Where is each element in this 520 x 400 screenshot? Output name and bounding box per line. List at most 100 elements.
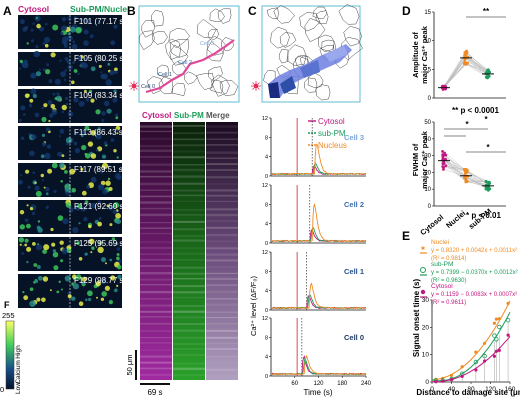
c-ytick: 0 [265, 241, 268, 247]
d-ytick: 0 [428, 204, 432, 210]
d-bot-note: * p < 0.01 [466, 211, 501, 220]
c-ytick: 12 [262, 316, 268, 322]
kymo-stripe [173, 214, 205, 216]
kymo-stripe [173, 138, 205, 141]
e-point [492, 321, 496, 325]
cell-outline [315, 10, 329, 24]
b-cell2-label: Cell 2 [178, 60, 192, 66]
e-legend-item: ✶ Nuclei y = 0.8320 + 0.0042x + 0.0011x² (R… [420, 239, 517, 262]
kymo-stripe [140, 175, 172, 178]
cell-outline [273, 5, 295, 24]
cell-2-fill [300, 60, 320, 78]
calcium-frame: F117 (89.51 s) [18, 162, 126, 197]
kymo-stripe [140, 232, 172, 235]
cell-outline [209, 8, 225, 22]
kymograph-subpm [173, 122, 205, 380]
paired-line [443, 162, 467, 182]
d-point [441, 150, 444, 153]
kymo-stripe [206, 163, 238, 165]
cell-outline [270, 26, 290, 49]
d-bot-sig-1: * [465, 120, 469, 129]
cell-outline [168, 27, 191, 49]
cell-outline [184, 71, 198, 85]
panel-a-header-cytosol: Cytosol [18, 4, 49, 14]
d-ytick: 15 [424, 10, 431, 16]
d-point [442, 168, 445, 171]
d-ytick: 40 [424, 137, 431, 143]
e-ytick: 0 [425, 379, 429, 386]
kymo-stripe [206, 189, 238, 192]
damage-site-icon [129, 81, 139, 91]
trace-line-nucleus [270, 282, 367, 310]
paired-line [465, 63, 489, 74]
kymo-stripe [173, 266, 205, 269]
e-fit-curve [431, 311, 511, 382]
d-cat-nuclei: Nuclei [444, 209, 467, 230]
e-legend: ✶ Nuclei y = 0.8320 + 0.0042x + 0.0011x² (R… [420, 239, 518, 306]
e-legend-item: sub-PM y = 0.7399 − 0.0370x + 0.0012x² (R²… [420, 261, 518, 284]
kymo-stripe [206, 311, 238, 314]
d-ytick: 0 [428, 96, 432, 102]
panel-c: C Cytosol sub-PM Nucleus 0 4 8 12 Cell 3 0 4 8 1… [248, 4, 372, 397]
kymo-stripe [173, 362, 205, 365]
kymo-stripe [206, 266, 238, 268]
trace-line-cytosol [270, 295, 367, 310]
paired-line [465, 170, 489, 182]
paired-line [443, 163, 467, 177]
cell-outline [141, 20, 155, 38]
kymo-stripe [140, 284, 172, 286]
panel-b: B Cell 3 Cell 2 Cell 1 Cell 0 Cytosol Su… [125, 4, 240, 397]
d-ytick: 10 [424, 39, 431, 45]
d-bot-ylabel-2: major Ca²⁺ peak [420, 130, 429, 189]
cell-outline-map [138, 5, 240, 103]
cell-outline [343, 26, 363, 47]
kymo-stripe [173, 200, 205, 202]
kymo-stripe [206, 247, 238, 250]
c-ytick: 8 [265, 202, 268, 208]
trace-line-sub-pm [270, 293, 366, 310]
kymo-stripe [173, 291, 205, 294]
kymo-stripe [173, 194, 205, 197]
kymo-stripe [206, 144, 238, 146]
cell-outline [217, 8, 232, 24]
kymo-stripe [140, 207, 172, 210]
kymo-stripe [206, 277, 238, 280]
c-ytick: 4 [265, 289, 268, 295]
kymo-stripe [173, 220, 205, 223]
kymo-stripe [173, 182, 205, 185]
frame-label: F129 (98.77 s) [74, 276, 126, 285]
kymo-stripe [140, 170, 172, 173]
cell-outline [208, 66, 223, 82]
paired-line [443, 152, 467, 178]
d-point [486, 69, 489, 73]
kymo-label-merge: Merge [206, 111, 230, 120]
paired-line [443, 155, 467, 181]
e-point [482, 353, 487, 359]
d-ytick: 10 [424, 187, 431, 193]
frame-label: F101 (77.17 s) [74, 17, 126, 26]
scale-label-distance: 50 μm [125, 355, 134, 376]
e-xtick: 40 [448, 386, 456, 393]
d-point [443, 157, 447, 161]
e-point [483, 341, 487, 345]
analysis-path [145, 39, 235, 94]
paired-line [443, 55, 467, 87]
cell-0-fill [268, 82, 280, 98]
cbar-calcium: Calcium [15, 360, 22, 383]
d-top-note: ** p < 0.0001 [452, 106, 499, 115]
paired-line [443, 155, 467, 172]
e-legend-name: sub-PM [431, 261, 453, 268]
d-point [463, 53, 467, 57]
kymo-stripe [173, 247, 205, 249]
kymo-stripe [206, 157, 238, 159]
e-point [497, 317, 501, 321]
paired-line [443, 50, 467, 87]
calcium-frame: F101 (77.17 s) [18, 15, 126, 50]
frame-label: F105 (80.25 s) [74, 54, 126, 63]
cell-outline [210, 79, 224, 94]
kymo-stripe [173, 228, 205, 231]
kymo-stripe [206, 194, 238, 197]
legend-nucleus: Nucleus [318, 141, 347, 150]
cell-outline [152, 30, 168, 45]
e-point [449, 373, 454, 377]
